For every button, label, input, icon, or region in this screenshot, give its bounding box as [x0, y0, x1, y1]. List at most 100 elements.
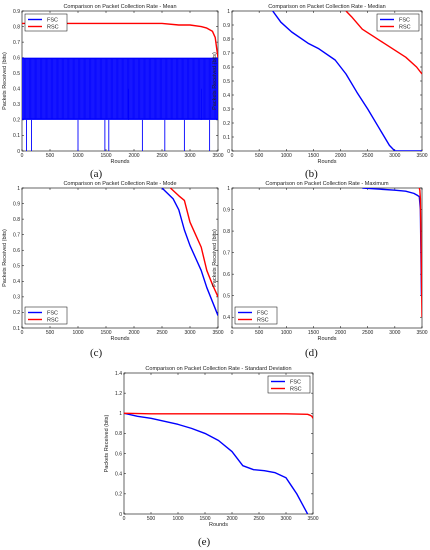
series-rsc-line [345, 11, 422, 75]
x-tick-label: 500 [46, 330, 55, 336]
legend-label-fsc: FSC [257, 311, 268, 317]
x-tick-label: 3000 [184, 330, 195, 336]
x-tick-label: 1500 [100, 330, 111, 336]
x-tick-label: 2500 [253, 516, 264, 522]
x-tick-label: 2500 [362, 330, 373, 336]
chart-title: Comparison on Packet Collection Rate - M… [63, 4, 176, 10]
y-tick-label: 1.4 [115, 371, 122, 377]
plot-area [21, 187, 219, 329]
chart-d: Comparison on Packet Collection Rate - M… [212, 181, 428, 342]
x-axis-label: Rounds [318, 159, 337, 165]
y-tick-label: 0.8 [223, 37, 230, 43]
x-tick-label: 1500 [308, 153, 319, 159]
panel-label-e: (e) [198, 536, 211, 548]
chart-a: Comparison on Packet Collection Rate - M… [2, 4, 224, 165]
x-tick-label: 0 [123, 516, 126, 522]
x-tick-label: 1000 [72, 330, 83, 336]
panel-label-b: (b) [305, 168, 318, 180]
y-tick-label: 0.7 [13, 40, 20, 46]
x-tick-label: 1000 [72, 153, 83, 159]
x-tick-label: 3500 [307, 516, 318, 522]
x-tick-label: 1500 [199, 516, 210, 522]
y-tick-label: 0 [17, 149, 20, 155]
plot-layer [272, 11, 422, 151]
legend-label-rsc: RSC [290, 387, 302, 393]
y-axis-label: Packets Received (bits) [2, 229, 8, 287]
y-tick-label: 0.7 [13, 232, 20, 238]
y-tick-label: 1 [17, 186, 20, 192]
y-tick-label: 0 [119, 512, 122, 518]
y-tick-label: 0.6 [223, 65, 230, 71]
x-tick-label: 2000 [226, 516, 237, 522]
series-rsc-line [169, 188, 218, 298]
x-tick-label: 0 [231, 330, 234, 336]
plot-layer [362, 188, 422, 318]
x-tick-label: 500 [147, 516, 156, 522]
legend-label-fsc: FSC [47, 18, 58, 24]
y-tick-label: 0.2 [115, 492, 122, 498]
series-fsc-band [22, 57, 218, 120]
x-tick-label: 3000 [280, 516, 291, 522]
y-tick-label: 0.7 [223, 250, 230, 256]
y-tick-label: 0 [227, 149, 230, 155]
y-tick-label: 0.1 [223, 135, 230, 141]
y-tick-label: 0.3 [223, 107, 230, 113]
panel-label-d: (d) [305, 347, 318, 359]
chart-title: Comparison on Packet Collection Rate - M… [268, 4, 385, 10]
series-fsc-line [124, 412, 309, 514]
y-axis-label: Packets Received (bits) [104, 414, 110, 472]
x-tick-label: 0 [21, 153, 24, 159]
x-tick-label: 1500 [308, 330, 319, 336]
panel-label-c: (c) [90, 347, 103, 359]
y-tick-label: 0.8 [223, 229, 230, 235]
y-tick-label: 0.4 [115, 472, 122, 478]
y-tick-label: 0.4 [13, 279, 20, 285]
x-tick-label: 3500 [212, 153, 223, 159]
legend-label-rsc: RSC [257, 318, 269, 324]
y-tick-label: 0.2 [13, 310, 20, 316]
plot-area [231, 187, 423, 329]
x-tick-label: 2000 [335, 153, 346, 159]
x-tick-label: 0 [21, 330, 24, 336]
y-tick-label: 0.6 [223, 272, 230, 278]
chart-c: Comparison on Packet Collection Rate - M… [2, 181, 224, 342]
x-tick-label: 3500 [416, 153, 427, 159]
x-tick-label: 1500 [100, 153, 111, 159]
x-tick-label: 3500 [212, 330, 223, 336]
y-tick-label: 0.9 [223, 207, 230, 213]
y-tick-label: 0.4 [13, 87, 20, 93]
x-tick-label: 3000 [389, 330, 400, 336]
y-tick-label: 0.9 [223, 23, 230, 29]
y-axis-label: Packets Received (bits) [2, 52, 8, 110]
y-tick-label: 0.8 [13, 24, 20, 30]
x-tick-label: 500 [46, 153, 55, 159]
x-axis-label: Rounds [209, 522, 228, 528]
x-axis-label: Rounds [318, 336, 337, 342]
chart-title: Comparison on Packet Collection Rate - M… [63, 181, 176, 187]
y-axis-label: Packets Received (bits) [212, 52, 218, 110]
y-tick-label: 0.5 [13, 264, 20, 270]
chart-title: Comparison on Packet Collection Rate - S… [145, 366, 291, 372]
y-tick-label: 0.5 [223, 79, 230, 85]
y-axis-label: Packets Received (bits) [212, 229, 218, 287]
x-tick-label: 500 [255, 153, 264, 159]
y-tick-label: 0.5 [223, 293, 230, 299]
series-rsc-line [418, 188, 422, 318]
series-rsc-line [22, 22, 218, 58]
x-tick-label: 2000 [128, 330, 139, 336]
x-tick-label: 1000 [281, 330, 292, 336]
y-tick-label: 0.3 [13, 102, 20, 108]
plot-area [123, 372, 314, 515]
plot-layer [22, 22, 218, 151]
x-tick-label: 3000 [184, 153, 195, 159]
y-tick-label: 0.4 [223, 93, 230, 99]
legend-label-fsc: FSC [399, 18, 410, 24]
x-tick-label: 500 [255, 330, 264, 336]
y-tick-label: 0.9 [13, 201, 20, 207]
y-tick-label: 0.7 [223, 51, 230, 57]
